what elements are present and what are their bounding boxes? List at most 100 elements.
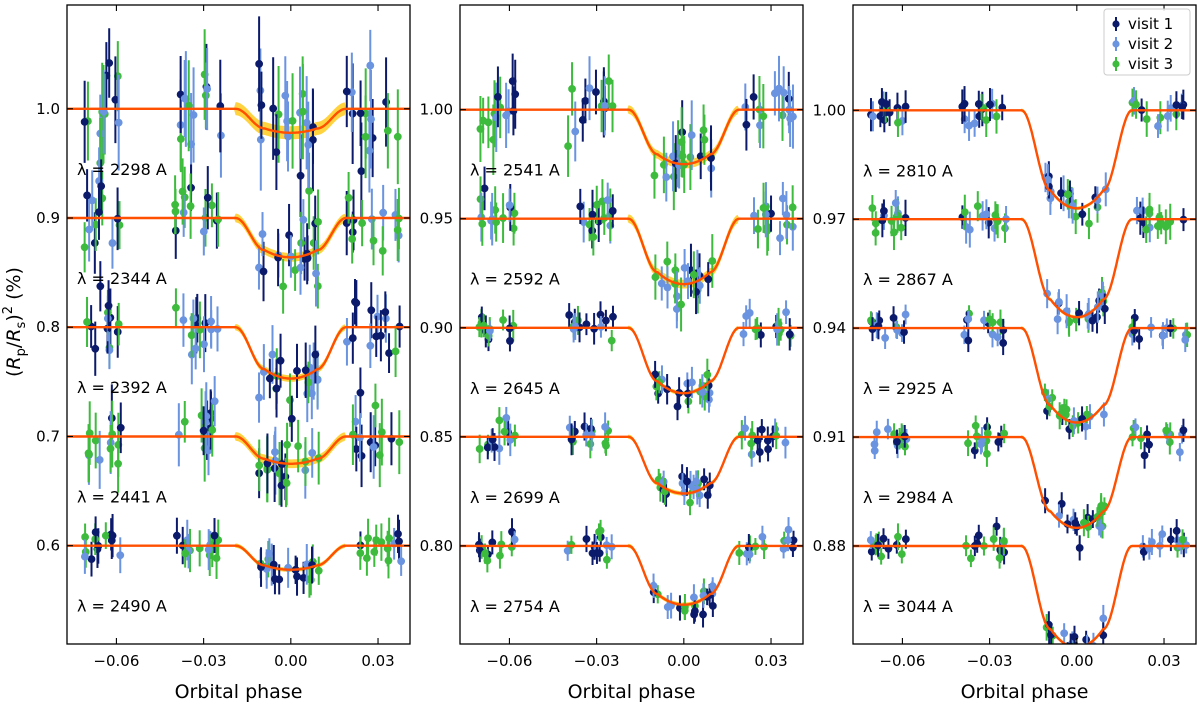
model-curve — [853, 217, 1196, 319]
data-point-visit3 — [83, 318, 91, 326]
data-point-visit3 — [982, 116, 991, 124]
data-point-visit2 — [271, 448, 279, 456]
x-tick-label: 0.00 — [667, 652, 700, 670]
light-curve-3-4 — [853, 415, 1196, 561]
data-point-visit3 — [735, 549, 744, 557]
data-point-visit1 — [508, 77, 517, 85]
x-tick-label: −0.06 — [93, 652, 139, 670]
data-point-visit3 — [114, 459, 122, 468]
data-point-visit1 — [882, 100, 891, 108]
model-curve — [853, 435, 1196, 529]
data-point-visit2 — [881, 334, 890, 342]
data-point-visit3 — [80, 243, 89, 252]
data-point-visit1 — [595, 549, 604, 558]
x-tick-label: 0.00 — [274, 652, 307, 670]
data-point-visit3 — [759, 203, 768, 212]
data-point-visit3 — [385, 534, 394, 543]
data-point-visit2 — [657, 279, 666, 288]
data-point-visit2 — [687, 131, 696, 140]
data-point-visit1 — [756, 331, 765, 339]
data-point-visit1 — [683, 477, 691, 486]
data-point-visit1 — [394, 529, 402, 538]
data-point-visit1 — [609, 312, 617, 321]
data-point-visit1 — [385, 349, 393, 358]
data-point-visit2 — [982, 210, 991, 219]
data-point-visit2 — [1060, 629, 1069, 638]
data-point-visit2 — [782, 211, 791, 219]
y-axis-title: (Rp/Rs)2 (%) — [1, 267, 29, 377]
data-point-visit3 — [1132, 100, 1140, 109]
light-curve-1-4 — [67, 367, 410, 508]
data-point-visit3 — [500, 427, 509, 436]
data-point-visit1 — [357, 167, 366, 176]
data-point-visit2 — [571, 127, 580, 136]
data-point-visit3 — [678, 152, 687, 160]
data-point-visit3 — [564, 142, 572, 151]
data-point-visit3 — [992, 112, 1001, 121]
data-point-visit2 — [80, 552, 89, 561]
x-tick-label: 0.03 — [754, 652, 787, 670]
data-point-visit2 — [782, 308, 790, 317]
y-tick-label: 0.80 — [420, 537, 453, 555]
data-point-visit3 — [983, 450, 991, 458]
model-curve — [460, 217, 803, 286]
data-point-visit2 — [778, 194, 787, 203]
data-point-visit1 — [608, 207, 617, 215]
data-point-visit3 — [703, 370, 712, 379]
data-point-visit2 — [786, 114, 795, 123]
data-point-visit3 — [212, 554, 221, 562]
data-point-visit3 — [601, 439, 610, 448]
data-point-visit1 — [690, 607, 699, 616]
data-point-visit1 — [272, 148, 281, 156]
model-curve — [67, 216, 410, 259]
data-point-visit2 — [739, 330, 748, 338]
data-point-visit2 — [179, 208, 188, 217]
data-point-visit3 — [314, 217, 322, 226]
data-point-visit3 — [201, 91, 210, 100]
data-point-visit1 — [1075, 544, 1084, 552]
data-point-visit3 — [393, 132, 402, 141]
data-point-visit1 — [994, 438, 1003, 446]
data-point-visit3 — [586, 440, 595, 448]
data-point-visit3 — [255, 461, 264, 470]
data-point-visit1 — [271, 575, 279, 583]
wavelength-label: λ = 2592 A — [470, 270, 560, 289]
x-tick-label: 0.00 — [1060, 652, 1093, 670]
data-point-visit1 — [173, 531, 181, 540]
data-point-visit3 — [708, 257, 717, 265]
data-point-visit2 — [204, 545, 213, 554]
data-point-visit1 — [269, 104, 278, 113]
data-point-visit1 — [87, 555, 96, 564]
plot-area-2 — [460, 53, 803, 628]
data-point-visit2 — [585, 84, 594, 93]
data-point-visit1 — [601, 316, 610, 325]
data-point-visit1 — [764, 445, 772, 454]
data-point-visit3 — [384, 556, 393, 565]
data-point-visit1 — [494, 92, 502, 101]
data-point-visit2 — [1147, 538, 1156, 546]
data-point-visit1 — [116, 423, 125, 432]
model-curve — [67, 544, 410, 571]
light-curve-3-5 — [853, 517, 1196, 644]
light-curve-2-1 — [460, 53, 803, 211]
data-point-visit3 — [391, 347, 400, 356]
data-point-visit2 — [779, 88, 788, 97]
data-point-visit2 — [180, 94, 189, 103]
data-point-visit1 — [749, 93, 758, 101]
data-point-visit1 — [1071, 519, 1080, 528]
data-point-visit2 — [964, 315, 973, 323]
data-point-visit3 — [989, 535, 998, 543]
data-point-visit2 — [571, 322, 580, 331]
legend: visit 1 visit 2 visit 3 — [1103, 8, 1191, 76]
data-point-visit2 — [379, 208, 388, 217]
wavelength-label: λ = 2810 A — [863, 161, 953, 180]
wavelength-label: λ = 2699 A — [470, 488, 560, 507]
data-point-visit3 — [663, 257, 672, 266]
data-point-visit3 — [510, 431, 519, 440]
data-point-visit1 — [867, 547, 876, 556]
data-point-visit3 — [171, 200, 180, 209]
data-point-visit2 — [284, 132, 292, 141]
data-point-visit1 — [199, 426, 208, 435]
data-point-visit1 — [1135, 335, 1144, 343]
data-point-visit2 — [741, 424, 749, 433]
